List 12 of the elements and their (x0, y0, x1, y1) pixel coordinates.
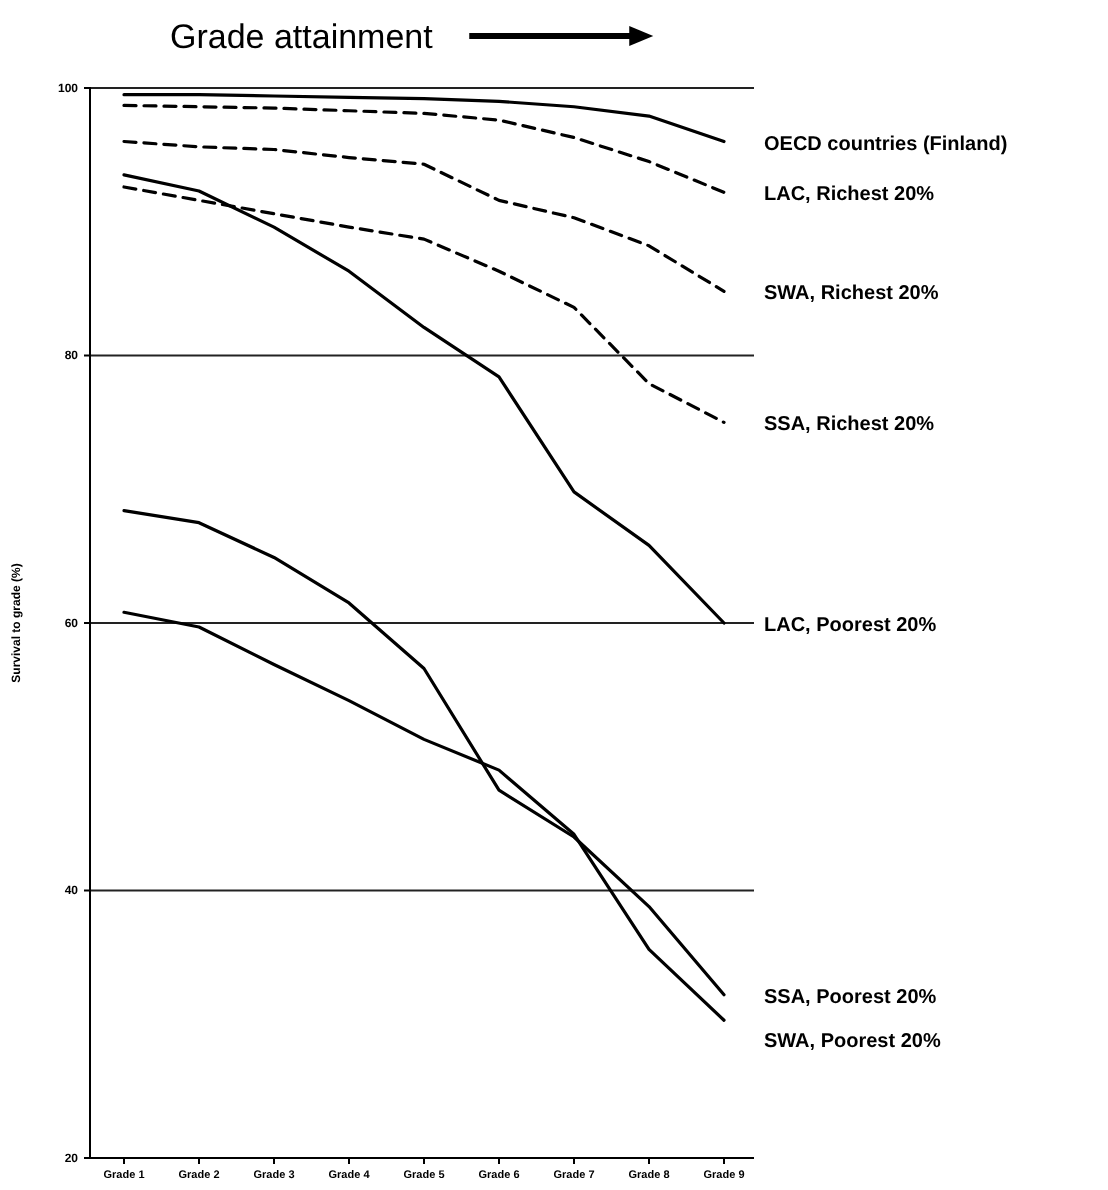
text: SWA, Poorest 20% (764, 1030, 941, 1053)
line-series (122, 93, 726, 144)
line-series (122, 173, 726, 625)
text: SWA, Richest 20% (764, 283, 939, 306)
line-series (122, 103, 726, 194)
text: LAC, Richest 20% (764, 184, 935, 207)
text: LAC, Poorest 20% (764, 615, 937, 637)
text: SSA, Poorest 20% (764, 986, 937, 1009)
text: OECD countries (Finland) (764, 133, 1008, 156)
chart-title: Grade attainment (170, 18, 434, 56)
line-series (122, 139, 726, 293)
text: SSA, Richest 20% (764, 414, 935, 437)
